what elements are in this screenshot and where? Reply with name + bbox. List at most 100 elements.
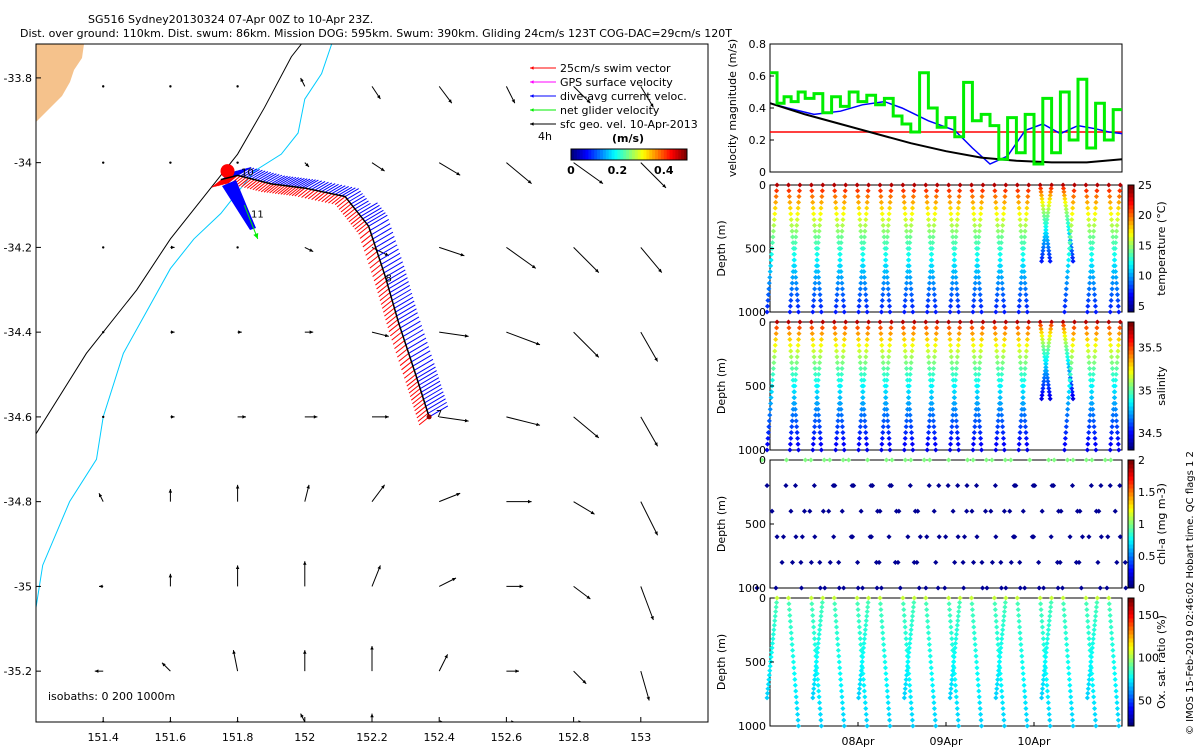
profile-point <box>811 681 817 687</box>
profile-point <box>1063 203 1069 209</box>
map-x-tick-label: 152.4 <box>423 731 455 744</box>
profile-point <box>926 418 933 424</box>
profile-point <box>975 682 981 688</box>
swim-vector <box>388 323 400 333</box>
profile-point <box>1067 240 1073 246</box>
profile-point <box>1041 585 1047 591</box>
profile-point <box>931 354 938 360</box>
dac-vector <box>404 329 424 342</box>
geo-vector <box>506 331 541 346</box>
profile-point <box>923 188 929 194</box>
profile-point <box>910 723 916 729</box>
profile-point <box>1000 429 1006 436</box>
geo-vector-head <box>300 713 304 718</box>
profile-y-tick-label: 1000 <box>738 582 766 595</box>
profile-point <box>840 297 846 304</box>
legend-arrow-head <box>530 94 534 98</box>
swim-vector <box>291 187 303 197</box>
colorbar-tick-label: 0.2 <box>608 164 628 177</box>
profile-point <box>860 251 866 257</box>
velocity-y-tick-label: 0.8 <box>749 38 767 51</box>
profile-point <box>1123 585 1129 591</box>
profile-point <box>946 325 952 331</box>
colorbar-swatch <box>588 149 592 160</box>
profile-point <box>1065 665 1072 671</box>
profile-colorbar-swatch <box>1128 606 1134 611</box>
profile-colorbar-swatch <box>1128 228 1134 234</box>
profile-point <box>1021 377 1027 383</box>
profile-point <box>839 280 845 286</box>
profile-point <box>1021 676 1027 683</box>
profile-point <box>1069 348 1075 354</box>
profile-point <box>949 365 955 372</box>
geo-vector-head <box>531 264 536 269</box>
geo-vector-head <box>380 167 385 172</box>
profile-point <box>948 624 954 630</box>
profile-point <box>1064 350 1070 356</box>
profile-point <box>1000 354 1006 360</box>
profile-point <box>936 534 942 540</box>
legend-arrow-head <box>530 66 534 70</box>
map-x-tick-label: 152 <box>294 731 315 744</box>
dac-vector <box>419 377 440 390</box>
profile-point <box>1022 585 1028 591</box>
profile-point <box>1062 435 1068 441</box>
profile-point <box>862 627 868 633</box>
profile-colorbar-swatch <box>1128 492 1134 497</box>
profile-colorbar-tick-label: 20 <box>1138 209 1152 222</box>
profile-point <box>1114 222 1120 228</box>
geo-vector <box>439 492 461 503</box>
geo-vector-head <box>456 492 461 497</box>
profile-colorbar-tick-label: 25 <box>1138 179 1152 192</box>
colorbar-swatch <box>614 149 618 160</box>
profile-colorbar-swatch <box>1128 630 1134 635</box>
geo-vector-head <box>303 650 307 654</box>
profile-point <box>809 331 815 337</box>
profile-colorbar-swatch <box>1128 240 1134 246</box>
profile-point <box>1039 618 1045 624</box>
profile-point <box>856 303 862 309</box>
colorbar-swatch <box>605 149 610 160</box>
profile-point <box>1031 534 1037 540</box>
profile-point <box>1104 585 1110 591</box>
profile-point <box>931 705 937 712</box>
profile-point <box>1109 360 1115 366</box>
profile-point <box>1114 286 1120 292</box>
profile-point <box>1040 385 1046 391</box>
profile-point <box>1089 457 1095 463</box>
profile-point <box>1093 309 1099 315</box>
dac-vector <box>276 176 291 185</box>
profile-point <box>841 303 847 309</box>
profile-point <box>860 389 866 395</box>
dac-vector <box>425 394 445 407</box>
profile-colorbar-tick-label: 100 <box>1138 652 1159 665</box>
profile-point <box>978 303 984 309</box>
profile-colorbar-swatch <box>1128 512 1134 517</box>
profile-frame <box>769 321 1123 451</box>
profile-point <box>1027 457 1033 463</box>
profile-point <box>886 211 892 217</box>
profile-point <box>812 424 818 430</box>
geo-vector <box>506 416 541 426</box>
profile-point <box>791 389 798 395</box>
profile-point <box>903 360 909 366</box>
profile-point <box>1085 348 1091 354</box>
profile-point <box>993 695 999 701</box>
profile-point <box>972 418 978 424</box>
profile-point <box>833 303 839 309</box>
dac-vector <box>423 387 443 400</box>
profile-point <box>903 286 909 292</box>
profile-point <box>926 286 932 292</box>
profile-point <box>795 303 801 309</box>
profile-colorbar-swatch <box>1128 280 1134 285</box>
profile-point <box>1087 412 1093 418</box>
profile-point <box>1046 385 1052 391</box>
profile-point <box>993 199 999 205</box>
profile-point <box>1026 182 1032 188</box>
profile-point <box>1084 331 1090 337</box>
profile-point <box>1065 357 1071 363</box>
profile-point <box>927 457 933 463</box>
map-x-tick-label: 151.8 <box>222 731 254 744</box>
profile-point <box>1113 418 1120 424</box>
map-y-tick-label: -35.2 <box>4 665 32 678</box>
